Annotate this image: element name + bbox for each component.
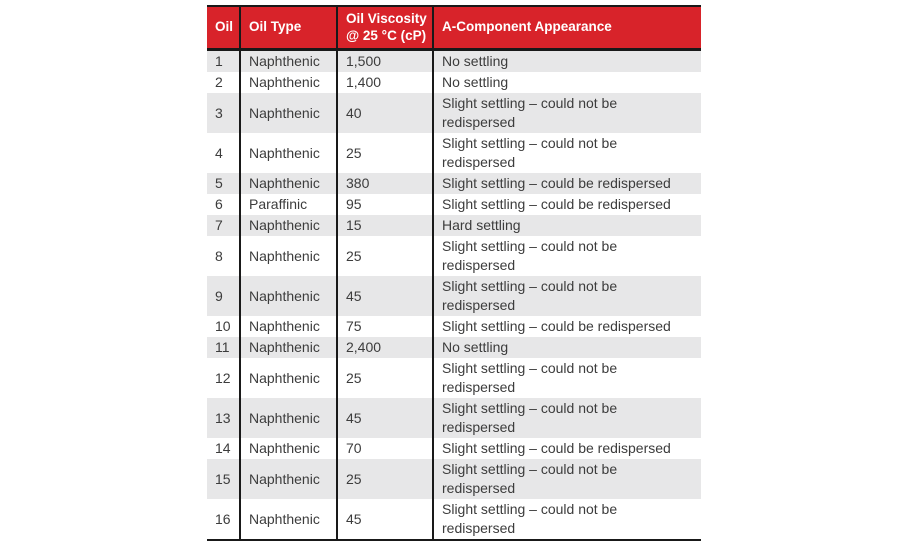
cell-viscosity: 1,400 <box>336 72 433 93</box>
cell-oil: 13 <box>207 398 240 438</box>
cell-viscosity: 25 <box>336 459 433 499</box>
cell-oil-type: Paraffinic <box>239 194 337 215</box>
cell-viscosity: 25 <box>336 358 433 398</box>
table-row: 12 Naphthenic 25 Slight settling – could… <box>207 358 701 398</box>
oil-table-body: 1 Naphthenic 1,500 No settling 2 Naphthe… <box>207 49 701 540</box>
table-row: 16 Naphthenic 45 Slight settling – could… <box>207 499 701 540</box>
cell-appearance: Slight settling – could not be redispers… <box>432 499 701 540</box>
cell-appearance: Slight settling – could be redispersed <box>432 173 701 194</box>
table-row: 8 Naphthenic 25 Slight settling – could … <box>207 236 701 276</box>
table-row: 5 Naphthenic 380 Slight settling – could… <box>207 173 701 194</box>
header-oil: Oil <box>207 6 240 51</box>
cell-oil-type: Naphthenic <box>239 499 337 540</box>
cell-appearance: No settling <box>432 337 701 358</box>
cell-oil: 11 <box>207 337 240 358</box>
cell-oil-type: Naphthenic <box>239 93 337 133</box>
cell-oil-type: Naphthenic <box>239 133 337 173</box>
cell-appearance: Slight settling – could not be redispers… <box>432 93 701 133</box>
cell-appearance: Slight settling – could not be redispers… <box>432 236 701 276</box>
cell-oil-type: Naphthenic <box>239 398 337 438</box>
cell-appearance: Hard settling <box>432 215 701 236</box>
cell-oil: 4 <box>207 133 240 173</box>
cell-oil: 10 <box>207 316 240 337</box>
oil-table-header: Oil Oil Type Oil Viscosity @ 25 °C (cP) … <box>207 6 701 51</box>
cell-oil-type: Naphthenic <box>239 236 337 276</box>
cell-appearance: Slight settling – could be redispersed <box>432 316 701 337</box>
header-a-component-appearance: A-Component Appearance <box>432 6 701 51</box>
oil-table: Oil Oil Type Oil Viscosity @ 25 °C (cP) … <box>207 5 701 541</box>
cell-viscosity: 380 <box>336 173 433 194</box>
cell-viscosity: 45 <box>336 398 433 438</box>
cell-viscosity: 40 <box>336 93 433 133</box>
cell-oil-type: Naphthenic <box>239 173 337 194</box>
cell-appearance: Slight settling – could not be redispers… <box>432 459 701 499</box>
table-row: 10 Naphthenic 75 Slight settling – could… <box>207 316 701 337</box>
table-row: 4 Naphthenic 25 Slight settling – could … <box>207 133 701 173</box>
cell-oil: 14 <box>207 438 240 459</box>
table-row: 6 Paraffinic 95 Slight settling – could … <box>207 194 701 215</box>
cell-viscosity: 45 <box>336 276 433 316</box>
cell-viscosity: 1,500 <box>336 49 433 72</box>
table-row: 3 Naphthenic 40 Slight settling – could … <box>207 93 701 133</box>
cell-oil-type: Naphthenic <box>239 72 337 93</box>
cell-appearance: Slight settling – could not be redispers… <box>432 398 701 438</box>
cell-oil: 16 <box>207 499 240 540</box>
cell-viscosity: 2,400 <box>336 337 433 358</box>
cell-oil-type: Naphthenic <box>239 337 337 358</box>
table-row: 1 Naphthenic 1,500 No settling <box>207 49 701 72</box>
table-row: 9 Naphthenic 45 Slight settling – could … <box>207 276 701 316</box>
cell-appearance: Slight settling – could not be redispers… <box>432 133 701 173</box>
cell-oil: 1 <box>207 49 240 72</box>
cell-oil: 3 <box>207 93 240 133</box>
cell-viscosity: 95 <box>336 194 433 215</box>
cell-oil-type: Naphthenic <box>239 49 337 72</box>
table-row: 11 Naphthenic 2,400 No settling <box>207 337 701 358</box>
header-oil-type: Oil Type <box>239 6 337 51</box>
cell-viscosity: 25 <box>336 236 433 276</box>
table-row: 13 Naphthenic 45 Slight settling – could… <box>207 398 701 438</box>
cell-oil: 6 <box>207 194 240 215</box>
cell-oil-type: Naphthenic <box>239 358 337 398</box>
cell-oil: 8 <box>207 236 240 276</box>
cell-oil-type: Naphthenic <box>239 276 337 316</box>
cell-appearance: Slight settling – could not be redispers… <box>432 358 701 398</box>
cell-viscosity: 75 <box>336 316 433 337</box>
cell-oil-type: Naphthenic <box>239 438 337 459</box>
table-row: 15 Naphthenic 25 Slight settling – could… <box>207 459 701 499</box>
cell-appearance: No settling <box>432 72 701 93</box>
cell-viscosity: 25 <box>336 133 433 173</box>
cell-oil-type: Naphthenic <box>239 459 337 499</box>
cell-appearance: No settling <box>432 49 701 72</box>
cell-oil-type: Naphthenic <box>239 215 337 236</box>
cell-viscosity: 45 <box>336 499 433 540</box>
header-row: Oil Oil Type Oil Viscosity @ 25 °C (cP) … <box>207 6 701 51</box>
cell-appearance: Slight settling – could not be redispers… <box>432 276 701 316</box>
cell-oil-type: Naphthenic <box>239 316 337 337</box>
table-row: 2 Naphthenic 1,400 No settling <box>207 72 701 93</box>
cell-oil: 5 <box>207 173 240 194</box>
cell-oil: 9 <box>207 276 240 316</box>
cell-oil: 12 <box>207 358 240 398</box>
cell-appearance: Slight settling – could be redispersed <box>432 194 701 215</box>
cell-oil: 2 <box>207 72 240 93</box>
cell-oil: 7 <box>207 215 240 236</box>
cell-viscosity: 15 <box>336 215 433 236</box>
cell-oil: 15 <box>207 459 240 499</box>
header-oil-viscosity: Oil Viscosity @ 25 °C (cP) <box>336 6 433 51</box>
cell-viscosity: 70 <box>336 438 433 459</box>
cell-appearance: Slight settling – could be redispersed <box>432 438 701 459</box>
table-row: 14 Naphthenic 70 Slight settling – could… <box>207 438 701 459</box>
table-row: 7 Naphthenic 15 Hard settling <box>207 215 701 236</box>
